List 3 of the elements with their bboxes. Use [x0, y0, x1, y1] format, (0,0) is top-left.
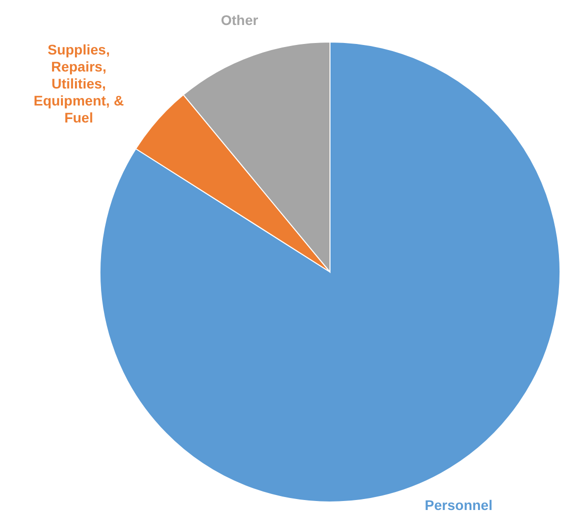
slice-label: Personnel: [424, 496, 492, 513]
slice-label: Supplies, Repairs, Utilities, Equipment, & Fuel: [34, 41, 124, 126]
slice-label: Other: [220, 12, 259, 28]
